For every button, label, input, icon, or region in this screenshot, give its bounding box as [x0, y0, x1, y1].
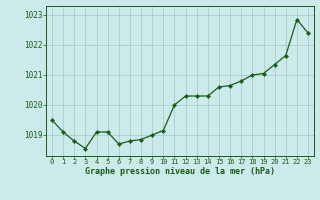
X-axis label: Graphe pression niveau de la mer (hPa): Graphe pression niveau de la mer (hPa) — [85, 167, 275, 176]
